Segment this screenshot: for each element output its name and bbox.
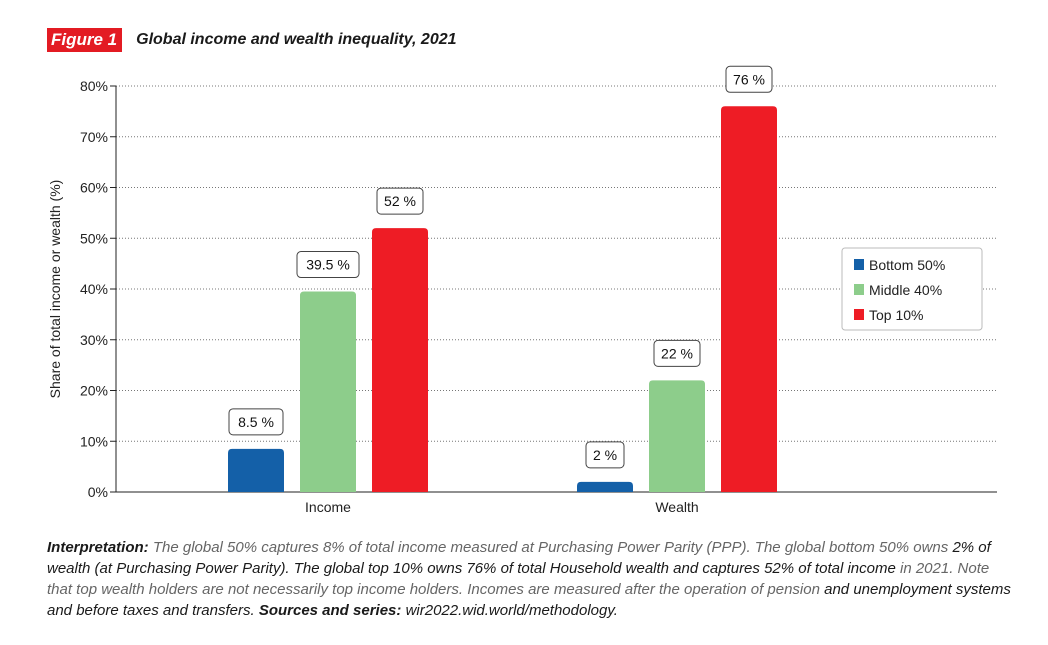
- legend-swatch: [854, 259, 864, 270]
- y-tick-label: 0%: [88, 484, 108, 500]
- caption-sources-label: Sources and series:: [258, 602, 402, 619]
- caption-text-1: The global 50% captures 8% of total inco…: [152, 539, 949, 556]
- bar: [228, 448, 284, 492]
- x-tick-label: Wealth: [655, 499, 698, 515]
- caption-sources-link[interactable]: wir2022.wid.world/methodology.: [405, 602, 618, 619]
- legend-label: Bottom 50%: [869, 257, 945, 273]
- caption-interpretation-label: Interpretation:: [47, 539, 149, 556]
- caption-text-4: and unemployment systems and before taxe…: [47, 581, 1011, 619]
- data-label-box: [725, 65, 773, 93]
- bar: [649, 380, 705, 492]
- data-label-box: [585, 441, 625, 469]
- caption-text-2: 2% of wealth (at Purchasing Power Parity…: [47, 539, 991, 577]
- legend-label: Top 10%: [869, 307, 923, 323]
- y-tick-label: 40%: [80, 281, 108, 297]
- data-label: 76 %: [733, 71, 765, 87]
- data-label: 2 %: [593, 447, 617, 463]
- y-tick-label: 50%: [80, 230, 108, 246]
- bar: [300, 291, 356, 492]
- legend-box: [841, 247, 983, 331]
- caption-text-3: in 2021. Note that top wealth holders ar…: [47, 560, 990, 598]
- y-tick-label: 70%: [80, 129, 108, 145]
- legend-swatch: [854, 284, 864, 295]
- bar: [372, 228, 428, 492]
- bar: [577, 481, 633, 492]
- data-label-box: [228, 408, 284, 436]
- y-tick-label: 20%: [80, 383, 108, 399]
- caption: Interpretation: The global 50% captures …: [47, 537, 1012, 621]
- bar: [721, 106, 777, 493]
- legend-label: Middle 40%: [869, 282, 942, 298]
- data-label: 8.5 %: [238, 414, 274, 430]
- y-tick-label: 30%: [80, 332, 108, 348]
- figure-title: Global income and wealth inequality, 202…: [136, 31, 457, 48]
- y-axis-label: Share of total income or wealth (%): [47, 180, 63, 399]
- data-label: 39.5 %: [306, 257, 350, 273]
- data-label: 22 %: [661, 345, 693, 361]
- data-label-box: [296, 251, 360, 279]
- data-label-box: [376, 187, 424, 215]
- figure-header: Figure 1 Global income and wealth inequa…: [47, 28, 457, 52]
- bar-chart: 0% 10% 20% 30% 40% 50% 60% 70% 80% Share of total…: [47, 65, 997, 515]
- y-tick-label: 60%: [80, 180, 108, 196]
- figure-badge: Figure 1: [47, 28, 123, 52]
- y-tick-label: 10%: [80, 433, 108, 449]
- data-label-box: [653, 339, 701, 367]
- y-tick-label: 80%: [80, 78, 108, 94]
- legend-swatch: [854, 309, 864, 320]
- x-tick-label: Income: [305, 499, 351, 515]
- data-label: 52 %: [384, 193, 416, 209]
